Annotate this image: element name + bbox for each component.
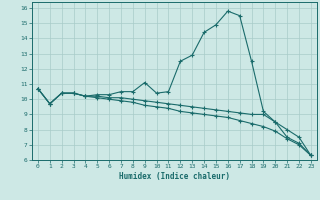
X-axis label: Humidex (Indice chaleur): Humidex (Indice chaleur) [119, 172, 230, 181]
